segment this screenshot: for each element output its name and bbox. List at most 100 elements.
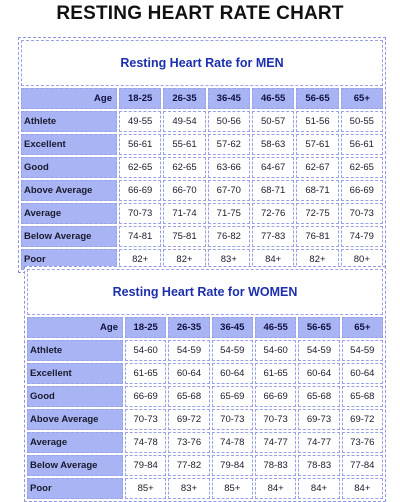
heart-rate-value: 69-73: [298, 409, 340, 430]
heart-rate-value: 57-61: [296, 134, 339, 155]
heart-rate-value: 54-59: [341, 340, 383, 361]
heart-rate-value: 77-83: [251, 226, 295, 247]
heart-rate-value: 78-83: [254, 455, 297, 476]
fitness-level-label: Below Average: [21, 226, 117, 247]
heart-rate-value: 71-74: [163, 203, 206, 224]
heart-rate-value: 66-69: [254, 386, 297, 407]
heart-rate-value: 65-69: [211, 386, 253, 407]
fitness-level-label: Athlete: [21, 111, 117, 132]
heart-rate-value: 82+: [119, 249, 162, 270]
heart-rate-value: 63-66: [207, 157, 250, 178]
heart-rate-value: 54-60: [125, 340, 167, 361]
fitness-level-label: Athlete: [27, 340, 123, 361]
heart-rate-value: 74-79: [340, 226, 383, 247]
heart-rate-value: 84+: [341, 478, 383, 499]
heart-rate-value: 62-65: [340, 157, 383, 178]
heart-rate-value: 74-81: [119, 226, 162, 247]
heart-rate-value: 65-68: [168, 386, 210, 407]
heart-rate-value: 73-76: [168, 432, 210, 453]
heart-rate-value: 66-69: [340, 180, 383, 201]
heart-rate-value: 69-72: [168, 409, 210, 430]
heart-rate-value: 60-64: [341, 363, 383, 384]
heart-rate-value: 70-73: [340, 203, 383, 224]
heart-rate-value: 70-73: [254, 409, 297, 430]
heart-rate-value: 54-59: [168, 340, 210, 361]
heart-rate-value: 54-59: [211, 340, 253, 361]
heart-rate-value: 74-78: [211, 432, 253, 453]
age-group-header: 26-35: [168, 317, 210, 338]
fitness-level-label: Below Average: [27, 455, 123, 476]
heart-rate-value: 60-64: [211, 363, 253, 384]
age-group-header: 65+: [340, 88, 383, 109]
table-row: Below Average 74-81 75-81 76-82 77-83 76-81 74…: [21, 226, 383, 247]
heart-rate-value: 58-63: [251, 134, 295, 155]
heart-rate-value: 72-75: [296, 203, 339, 224]
fitness-level-label: Excellent: [21, 134, 117, 155]
fitness-level-label: Above Average: [21, 180, 117, 201]
table-row: Good 66-69 65-68 65-69 66-69 65-68 65-68: [27, 386, 383, 407]
heart-rate-value: 85+: [211, 478, 253, 499]
age-group-header: 36-45: [207, 88, 250, 109]
heart-rate-value: 56-61: [119, 134, 162, 155]
heart-rate-value: 68-71: [251, 180, 295, 201]
heart-rate-value: 66-70: [163, 180, 206, 201]
age-group-header: 18-25: [119, 88, 162, 109]
heart-rate-value: 62-67: [296, 157, 339, 178]
heart-rate-value: 74-78: [125, 432, 167, 453]
heart-rate-value: 74-77: [254, 432, 297, 453]
heart-rate-value: 84+: [298, 478, 340, 499]
table-row: Above Average 66-69 66-70 67-70 68-71 68-71 66…: [21, 180, 383, 201]
heart-rate-value: 75-81: [163, 226, 206, 247]
heart-rate-value: 74-77: [298, 432, 340, 453]
age-group-header: 18-25: [125, 317, 167, 338]
heart-rate-value: 72-76: [251, 203, 295, 224]
heart-rate-value: 49-55: [119, 111, 162, 132]
table-row: Above Average 70-73 69-72 70-73 70-73 69-73 69…: [27, 409, 383, 430]
table-row: Excellent 56-61 55-61 57-62 58-63 57-61 56-61: [21, 134, 383, 155]
heart-rate-value: 79-84: [125, 455, 167, 476]
heart-rate-value: 70-73: [119, 203, 162, 224]
heart-rate-value: 70-73: [211, 409, 253, 430]
men-heart-rate-table: Resting Heart Rate for MEN Age 18-25 26-35 3…: [18, 37, 386, 273]
table-row: Athlete 54-60 54-59 54-59 54-60 54-59 54-59: [27, 340, 383, 361]
age-group-header: 36-45: [211, 317, 253, 338]
heart-rate-value: 71-75: [207, 203, 250, 224]
heart-rate-value: 77-82: [168, 455, 210, 476]
age-header: Age: [21, 88, 117, 109]
heart-rate-value: 57-62: [207, 134, 250, 155]
fitness-level-label: Excellent: [27, 363, 123, 384]
age-group-header: 65+: [341, 317, 383, 338]
heart-rate-value: 62-65: [119, 157, 162, 178]
heart-rate-value: 73-76: [341, 432, 383, 453]
table-caption: Resting Heart Rate for WOMEN: [27, 269, 383, 315]
table-row: Good 62-65 62-65 63-66 64-67 62-67 62-65: [21, 157, 383, 178]
heart-rate-value: 78-83: [298, 455, 340, 476]
fitness-level-label: Average: [27, 432, 123, 453]
table-header-row: Age 18-25 26-35 36-45 46-55 56-65 65+: [27, 317, 383, 338]
heart-rate-value: 65-68: [298, 386, 340, 407]
age-group-header: 56-65: [298, 317, 340, 338]
table-caption-row: Resting Heart Rate for MEN: [21, 40, 383, 86]
table-row: Excellent 61-65 60-64 60-64 61-65 60-64 60-64: [27, 363, 383, 384]
heart-rate-value: 61-65: [254, 363, 297, 384]
women-heart-rate-table: Resting Heart Rate for WOMEN Age 18-25 26-3…: [24, 266, 386, 502]
table-row: Average 74-78 73-76 74-78 74-77 74-77 73-76: [27, 432, 383, 453]
heart-rate-value: 60-64: [168, 363, 210, 384]
fitness-level-label: Good: [21, 157, 117, 178]
table-caption: Resting Heart Rate for MEN: [21, 40, 383, 86]
heart-rate-value: 67-70: [207, 180, 250, 201]
heart-rate-value: 65-68: [341, 386, 383, 407]
heart-rate-value: 62-65: [163, 157, 206, 178]
heart-rate-value: 69-72: [341, 409, 383, 430]
heart-rate-value: 83+: [168, 478, 210, 499]
heart-rate-value: 51-56: [296, 111, 339, 132]
table-row: Below Average 79-84 77-82 79-84 78-83 78-83 77…: [27, 455, 383, 476]
heart-rate-value: 60-64: [298, 363, 340, 384]
heart-rate-value: 76-81: [296, 226, 339, 247]
heart-rate-value: 68-71: [296, 180, 339, 201]
fitness-level-label: Average: [21, 203, 117, 224]
page-title: RESTING HEART RATE CHART: [56, 3, 344, 24]
heart-rate-value: 70-73: [125, 409, 167, 430]
age-group-header: 56-65: [296, 88, 339, 109]
heart-rate-value: 50-57: [251, 111, 295, 132]
